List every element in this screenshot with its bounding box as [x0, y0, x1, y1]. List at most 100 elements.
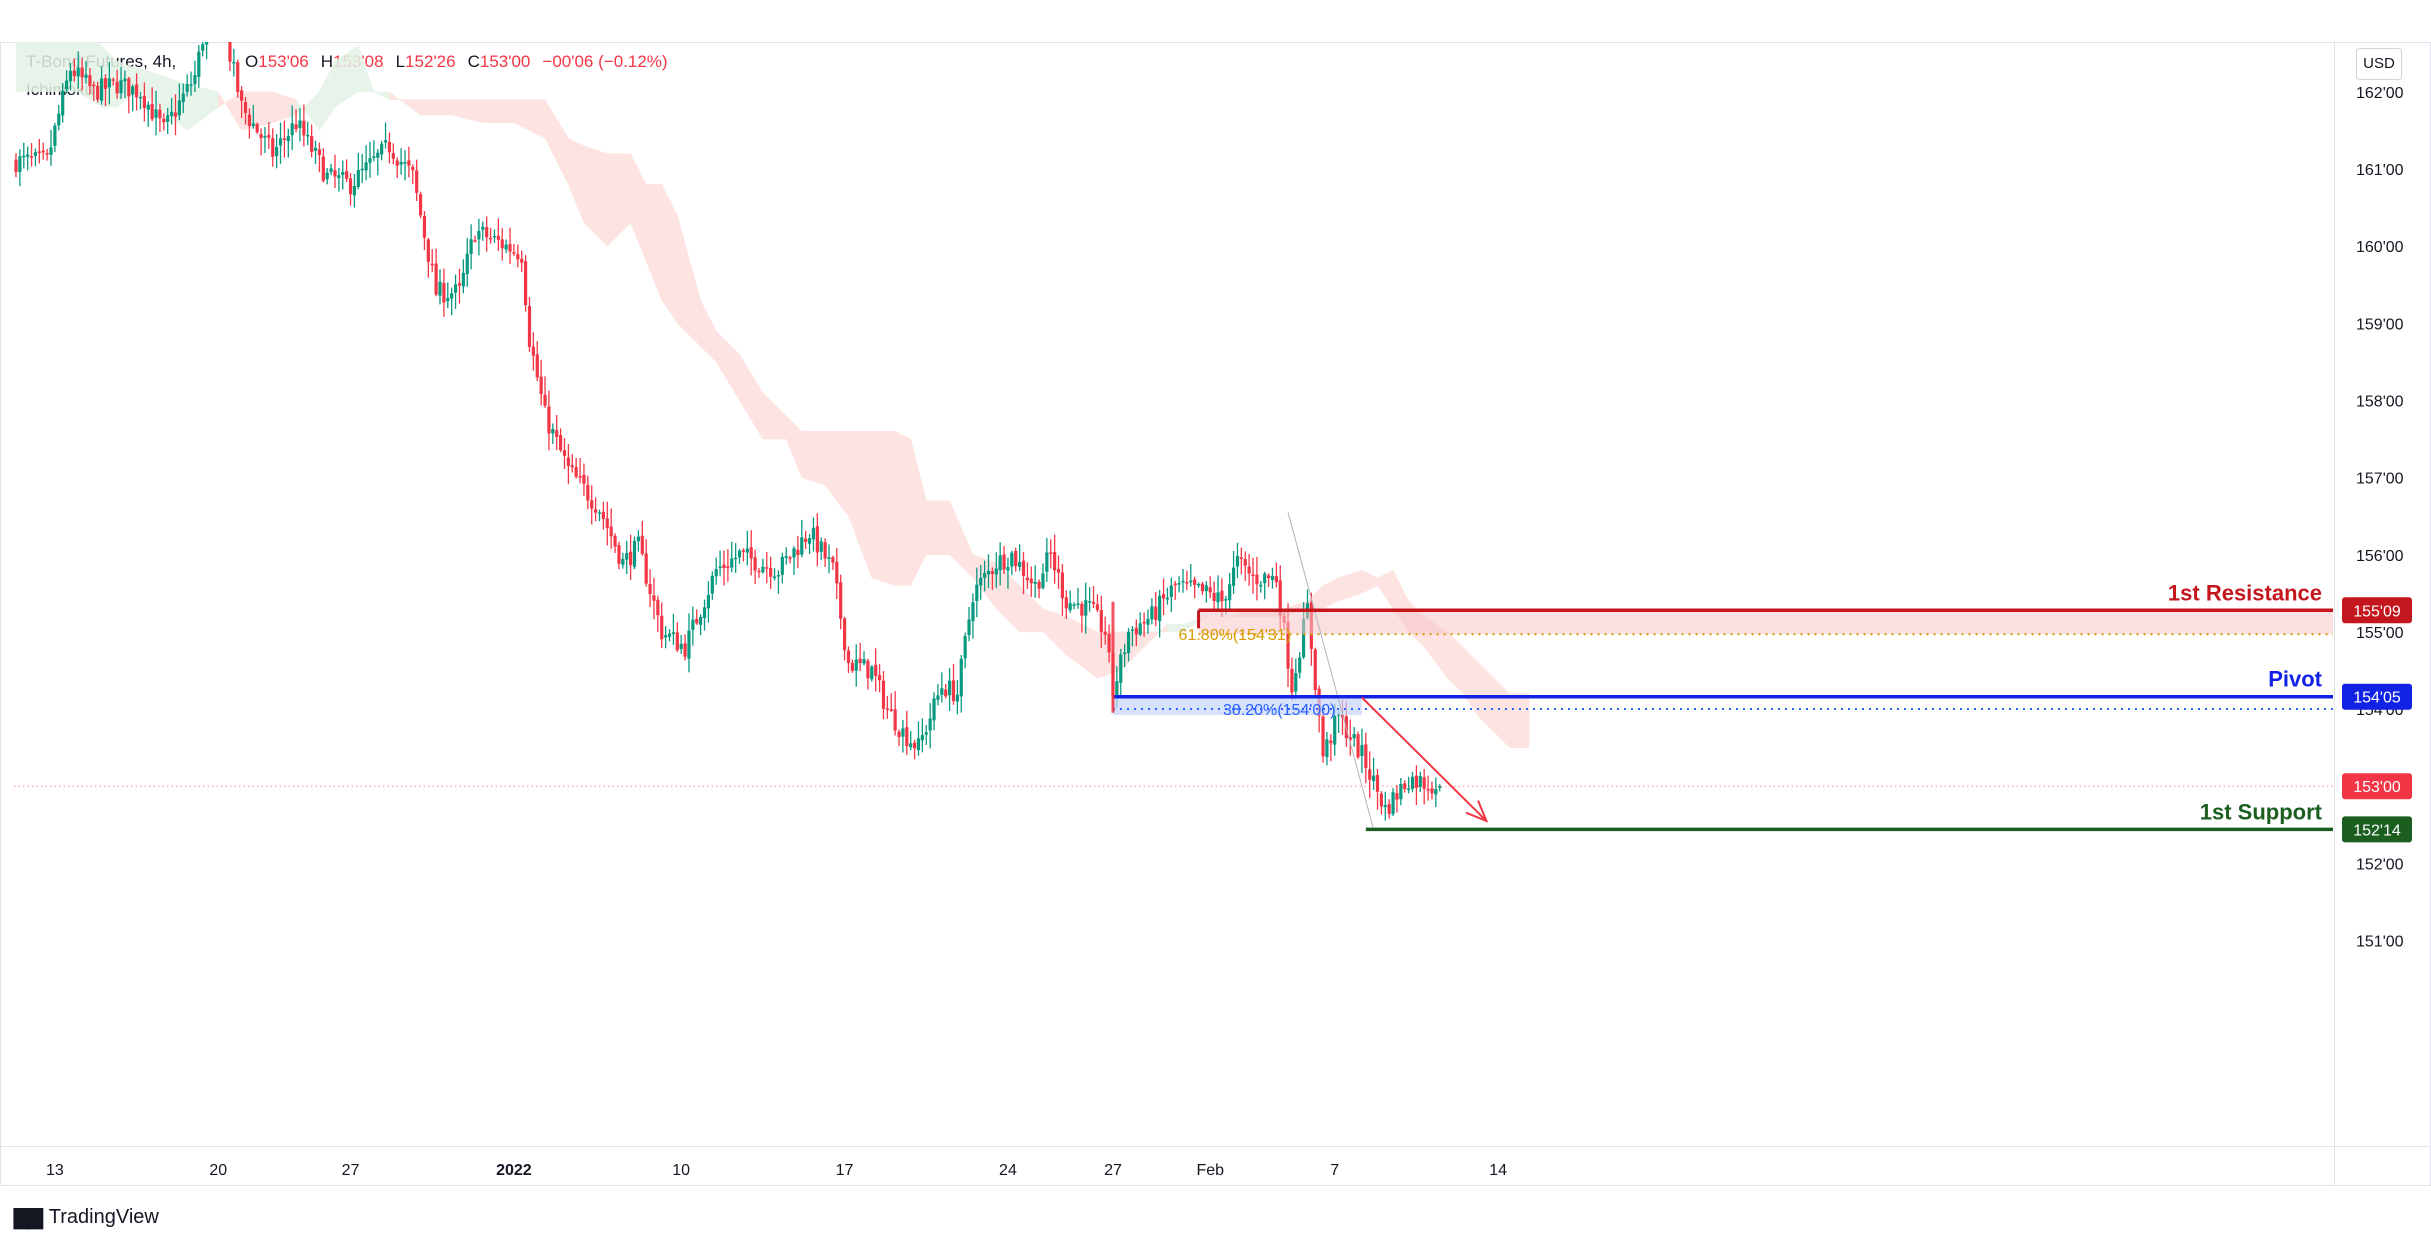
- candle: [1033, 565, 1037, 598]
- candle: [1006, 557, 1010, 589]
- candle-body: [407, 160, 411, 166]
- candle: [702, 599, 707, 631]
- tradingview-brand[interactable]: ▇▇ TradingView: [14, 1202, 159, 1232]
- candle: [1177, 576, 1181, 593]
- candle-body: [380, 143, 384, 155]
- candle: [1119, 648, 1123, 698]
- candle-body: [936, 695, 940, 700]
- candle-body: [648, 584, 652, 595]
- candle: [341, 160, 345, 190]
- candle: [1251, 557, 1255, 594]
- candle-body: [559, 435, 563, 451]
- candle: [897, 729, 901, 747]
- candle-body: [570, 465, 574, 468]
- candle-body: [1196, 584, 1201, 586]
- time-tick-label: Feb: [1196, 1162, 1224, 1179]
- candle-body: [18, 156, 22, 172]
- time-tick-label: 24: [999, 1162, 1017, 1179]
- candle-body: [438, 281, 442, 296]
- candle: [76, 51, 80, 89]
- candle: [994, 552, 998, 588]
- candle: [333, 154, 337, 189]
- candle: [508, 227, 512, 265]
- candle-body: [1189, 580, 1193, 583]
- candle-body: [1329, 740, 1333, 744]
- candle-body: [1434, 788, 1438, 795]
- candle-body: [1204, 585, 1208, 591]
- candle-body: [341, 172, 345, 175]
- candle: [1235, 542, 1240, 579]
- candle-body: [527, 306, 532, 347]
- time-tick-label: 17: [836, 1162, 854, 1179]
- candle: [103, 74, 108, 107]
- candle: [800, 519, 804, 558]
- candle-body: [329, 168, 333, 172]
- fib-label: 61.80%(154'31): [1179, 627, 1291, 644]
- candle-body: [691, 619, 695, 630]
- candle-body: [601, 511, 605, 519]
- candle-body: [142, 95, 146, 108]
- candle-body: [64, 80, 69, 90]
- candle-body: [399, 161, 403, 165]
- candle-body: [644, 553, 648, 584]
- candle-body: [858, 658, 862, 663]
- candle-body: [232, 61, 236, 64]
- currency-button[interactable]: USD: [2356, 48, 2402, 80]
- candle: [1103, 616, 1107, 645]
- time-tick-label: 7: [1330, 1162, 1339, 1179]
- plot-area: 61.80%(154'31) 38.20%(154'00): [14, 42, 2333, 832]
- candle-body: [1169, 585, 1173, 598]
- candle-body: [403, 162, 407, 164]
- candle: [345, 159, 349, 183]
- candle-body: [1294, 672, 1298, 692]
- candle-body: [916, 738, 921, 751]
- candle: [1266, 573, 1271, 587]
- candle-body: [726, 566, 730, 569]
- candle-body: [1325, 739, 1329, 758]
- candle-body: [578, 476, 582, 478]
- candle-body: [411, 166, 415, 171]
- candle-body: [730, 558, 734, 568]
- candle-body: [282, 138, 287, 140]
- candle-body: [597, 512, 602, 514]
- candle: [885, 695, 889, 719]
- candle: [722, 550, 726, 586]
- candle: [1084, 582, 1088, 634]
- candle-body: [605, 518, 609, 528]
- candle: [197, 45, 201, 88]
- candle: [912, 739, 917, 760]
- candle-body: [1259, 584, 1263, 587]
- candle: [1029, 566, 1033, 597]
- candle-body: [1033, 581, 1037, 584]
- candle-body: [562, 450, 567, 456]
- candle-body: [827, 557, 831, 559]
- candle: [874, 648, 878, 692]
- candle-body: [745, 548, 749, 553]
- cloud-segment: [762, 392, 787, 440]
- ohlc-item: C153'00: [468, 52, 537, 71]
- candle-body: [516, 254, 520, 260]
- candle-body: [119, 80, 123, 94]
- candle: [979, 564, 983, 600]
- candle-body: [1084, 600, 1088, 616]
- candle-body: [776, 575, 781, 577]
- candle-body: [1095, 604, 1100, 611]
- candle-body: [823, 542, 827, 559]
- candle-body: [49, 147, 53, 155]
- candle-body: [99, 78, 104, 101]
- candle: [294, 109, 298, 133]
- candle: [29, 143, 34, 167]
- candle-body: [205, 42, 209, 45]
- candle: [959, 654, 963, 713]
- candle: [418, 191, 423, 219]
- candle: [811, 517, 816, 552]
- candle-body: [1356, 734, 1360, 758]
- candle-body: [173, 112, 178, 117]
- candle-body: [1290, 668, 1294, 693]
- candle: [827, 544, 831, 574]
- candle-body: [1088, 601, 1092, 603]
- cloud-segment: [1377, 569, 1394, 610]
- candle-body: [504, 244, 508, 250]
- candle-body: [1255, 574, 1259, 585]
